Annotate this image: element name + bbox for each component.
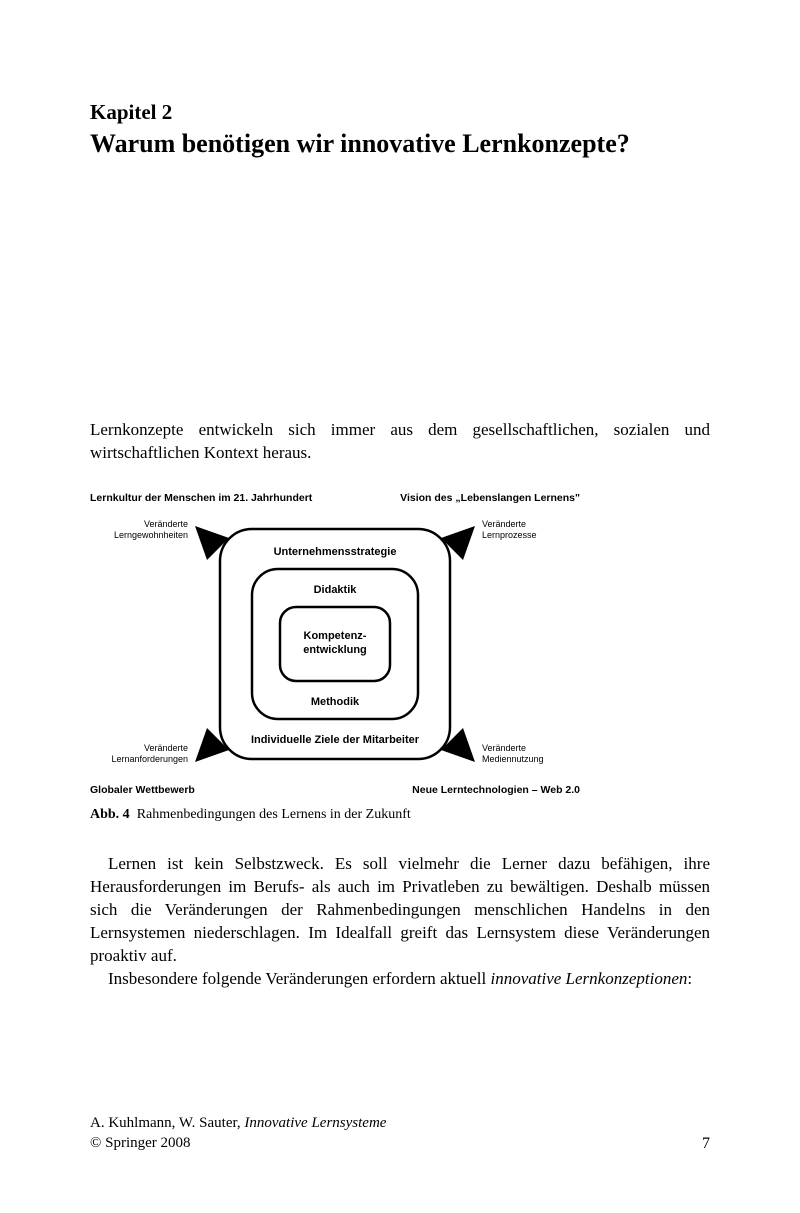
page-footer: A. Kuhlmann, W. Sauter, Innovative Lerns… xyxy=(90,1114,710,1153)
corner-top-right: Vision des „Lebenslangen Lernens" xyxy=(400,492,580,504)
arrow-label-br-2: Mediennutzung xyxy=(482,754,544,764)
arrow-label-tr-2: Lernprozesse xyxy=(482,530,537,540)
arrow-label-br-1: Veränderte xyxy=(482,743,526,753)
arrow-label-tr-1: Veränderte xyxy=(482,519,526,529)
page-number: 7 xyxy=(702,1135,710,1153)
caption-text: Rahmenbedingungen des Lernens in der Zuk… xyxy=(137,807,411,822)
para2-prefix: Insbesondere folgende Veränderungen erfo… xyxy=(108,969,491,988)
body-paragraph-1: Lernen ist kein Selbstzweck. Es soll vie… xyxy=(90,853,710,968)
figure-caption: Abb. 4 Rahmenbedingungen des Lernens in … xyxy=(90,807,710,823)
ring-outer-top: Unternehmensstrategie xyxy=(274,546,397,558)
ring-middle-bottom: Methodik xyxy=(311,696,360,708)
ring-center-1: Kompetenz- xyxy=(304,630,367,642)
para2-suffix: : xyxy=(687,969,692,988)
ring-middle-top: Didaktik xyxy=(314,584,358,596)
para2-italic: innovative Lernkon­zeptionen xyxy=(491,969,688,988)
chapter-title: Warum benötigen wir innovative Lernkonze… xyxy=(90,129,710,159)
diagram-container: Lernkultur der Menschen im 21. Jahrhunde… xyxy=(90,489,580,799)
footer-authors: A. Kuhlmann, W. Sauter, xyxy=(90,1115,244,1131)
chapter-label: Kapitel 2 xyxy=(90,100,710,125)
arrow-label-tl-2: Lerngewohnheiten xyxy=(114,530,188,540)
corner-bottom-left: Globaler Wettbewerb xyxy=(90,784,195,796)
corner-bottom-right: Neue Lerntechnologien – Web 2.0 xyxy=(412,784,580,796)
arrow-label-tl-1: Veränderte xyxy=(144,519,188,529)
diagram-svg: Lernkultur der Menschen im 21. Jahrhunde… xyxy=(90,489,580,799)
corner-top-left: Lernkultur der Menschen im 21. Jahrhunde… xyxy=(90,492,313,504)
intro-paragraph: Lernkonzepte entwickeln sich immer aus d… xyxy=(90,419,710,465)
caption-label: Abb. 4 xyxy=(90,807,130,822)
ring-center-2: entwicklung xyxy=(303,644,367,656)
arrow-label-bl-2: Lernanforderungen xyxy=(111,754,188,764)
ring-outer-bottom: Individuelle Ziele der Mitarbeiter xyxy=(251,734,420,746)
footer-copyright: © Springer 2008 xyxy=(90,1135,191,1151)
footer-citation: A. Kuhlmann, W. Sauter, Innovative Lerns… xyxy=(90,1114,386,1153)
body-paragraph-2: Insbesondere folgende Veränderungen erfo… xyxy=(90,968,710,991)
arrow-label-bl-1: Veränderte xyxy=(144,743,188,753)
footer-book-title: Innovative Lernsysteme xyxy=(244,1115,386,1131)
